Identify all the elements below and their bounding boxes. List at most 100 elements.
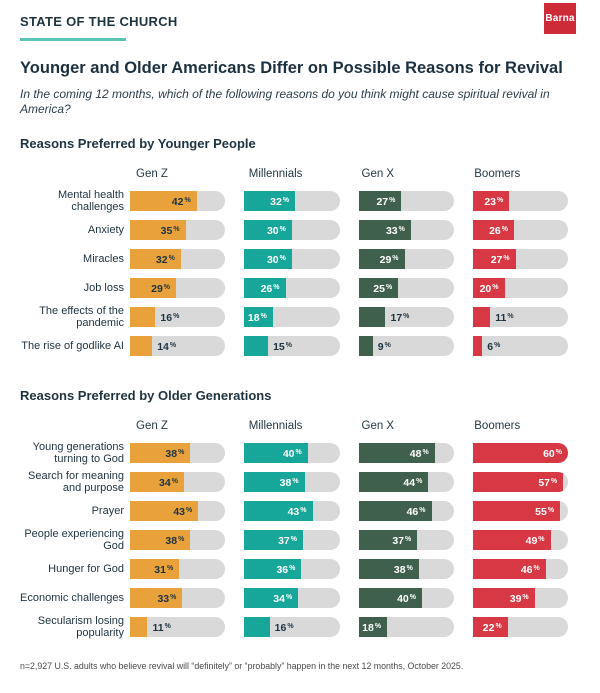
bar-cell: 20% <box>472 277 568 298</box>
bar-rows: Young generations turning to God 38% 40% 48… <box>20 438 580 641</box>
bar-fill <box>358 587 422 608</box>
bar-value-label: 38% <box>279 476 299 489</box>
bar-value-label: 40% <box>282 447 302 460</box>
brand-kicker-text: STATE OF THE CHURCH <box>20 14 178 29</box>
bar-fill <box>244 587 299 608</box>
bar-cells: 34% 38% 44% 57% <box>130 471 580 492</box>
bar-track <box>358 500 454 521</box>
page-title: Younger and Older Americans Differ on Po… <box>20 59 563 77</box>
bar-track <box>244 219 340 240</box>
bar-fill <box>358 306 386 327</box>
bar-fill <box>472 219 515 240</box>
bar-cell: 44% <box>358 471 454 492</box>
bar-rows: Mental health challenges 42% 32% 27% 23% Anxi… <box>20 186 580 360</box>
bar-value-label: 33% <box>157 592 177 605</box>
row-label: Search for meaning and purpose <box>28 469 124 494</box>
bar-row: Young generations turning to God 38% 40% 48… <box>20 438 580 467</box>
bar-track <box>358 587 454 608</box>
bar-fill <box>130 529 191 550</box>
bar-track <box>130 277 226 298</box>
bar-fill <box>244 442 308 463</box>
bar-track <box>358 277 454 298</box>
bar-value-label: 55% <box>535 505 555 518</box>
bar-row: Prayer 43% 43% 46% 55% <box>20 496 580 525</box>
barna-logo: Barna <box>544 3 576 34</box>
bar-track <box>472 558 568 579</box>
bar-fill <box>130 616 148 637</box>
bar-fill <box>472 529 551 550</box>
bar-track <box>358 529 454 550</box>
bar-track <box>472 306 568 327</box>
bar-track <box>244 248 340 269</box>
bar-value-label: 6% <box>487 340 501 353</box>
bar-fill <box>358 500 432 521</box>
bar-value-label: 18% <box>247 311 267 324</box>
bar-value-label: 11% <box>152 621 171 634</box>
bar-cell: 34% <box>130 471 226 492</box>
bar-value-label: 30% <box>266 224 286 237</box>
bar-value-label: 37% <box>392 534 412 547</box>
bar-row: Hunger for God 31% 36% 38% 46% <box>20 554 580 583</box>
bar-cell: 29% <box>358 248 454 269</box>
bar-cell: 43% <box>130 500 226 521</box>
bar-row: People experiencing God 38% 37% 37% 49% <box>20 525 580 554</box>
bar-fill <box>472 558 546 579</box>
bar-fill <box>244 248 292 269</box>
bar-cell: 38% <box>130 529 226 550</box>
bar-cell: 30% <box>244 248 340 269</box>
bar-cell: 6% <box>472 335 568 356</box>
row-label: Job loss <box>83 281 124 294</box>
bar-cell: 37% <box>244 529 340 550</box>
bar-cell: 39% <box>472 587 568 608</box>
bar-fill <box>358 248 405 269</box>
column-headers: Gen Z Millennials Gen X Boomers <box>136 168 568 181</box>
bar-cell: 27% <box>358 190 454 211</box>
bar-row: Secularism losing popularity 11% 16% 18% 22% <box>20 612 580 641</box>
row-label: People experiencing God <box>24 527 124 552</box>
bar-track <box>472 248 568 269</box>
bar-track <box>358 616 454 637</box>
section-heading: Reasons Preferred by Older Generations <box>20 388 272 403</box>
barna-logo-text: Barna <box>545 13 575 24</box>
bar-value-label: 33% <box>385 224 405 237</box>
bar-cell: 30% <box>244 219 340 240</box>
bar-value-label: 9% <box>377 340 391 353</box>
bar-track <box>472 616 568 637</box>
bar-fill <box>472 248 516 269</box>
bar-cell: 17% <box>358 306 454 327</box>
bar-value-label: 30% <box>266 253 286 266</box>
bar-fill <box>472 500 561 521</box>
bar-value-label: 14% <box>157 340 177 353</box>
bar-cell: 32% <box>130 248 226 269</box>
bar-value-label: 26% <box>489 224 509 237</box>
bar-track <box>130 306 226 327</box>
bar-cell: 46% <box>472 558 568 579</box>
bar-track <box>244 500 340 521</box>
row-label: The rise of godlike AI <box>21 339 124 352</box>
bar-fill <box>472 306 491 327</box>
row-label: Miracles <box>83 252 124 265</box>
bar-value-label: 40% <box>397 592 416 605</box>
bar-cell: 35% <box>130 219 226 240</box>
bar-track <box>472 219 568 240</box>
bar-fill <box>244 335 269 356</box>
bar-fill <box>130 442 191 463</box>
row-label: The effects of the pandemic <box>39 304 124 329</box>
section-heading: Reasons Preferred by Younger People <box>20 136 256 151</box>
bar-value-label: 27% <box>376 195 396 208</box>
bar-fill <box>244 190 296 211</box>
bar-cell: 37% <box>358 529 454 550</box>
row-label: Mental health challenges <box>57 188 124 213</box>
survey-question: In the coming 12 months, which of the fo… <box>20 87 550 116</box>
bar-cells: 11% 16% 18% 22% <box>130 616 580 637</box>
bar-cells: 43% 43% 46% 55% <box>130 500 580 521</box>
bar-cell: 14% <box>130 335 226 356</box>
bar-track <box>244 277 340 298</box>
bar-row: Mental health challenges 42% 32% 27% 23% <box>20 186 580 215</box>
bar-fill <box>244 616 270 637</box>
bar-value-label: 32% <box>270 195 290 208</box>
bar-value-label: 18% <box>362 621 382 634</box>
bar-value-label: 42% <box>171 195 191 208</box>
bar-value-label: 25% <box>373 282 393 295</box>
bar-fill <box>244 529 303 550</box>
